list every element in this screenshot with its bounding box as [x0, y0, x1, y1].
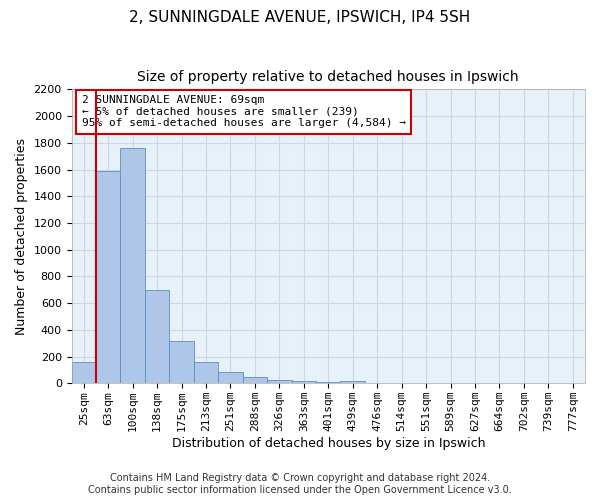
Text: Contains HM Land Registry data © Crown copyright and database right 2024.
Contai: Contains HM Land Registry data © Crown c…: [88, 474, 512, 495]
Bar: [267, 380, 292, 384]
Bar: [145, 290, 169, 384]
Title: Size of property relative to detached houses in Ipswich: Size of property relative to detached ho…: [137, 70, 519, 84]
Y-axis label: Number of detached properties: Number of detached properties: [15, 138, 28, 335]
Bar: [96, 171, 121, 384]
Bar: [121, 148, 145, 384]
Bar: [316, 382, 340, 384]
Bar: [340, 382, 365, 384]
X-axis label: Distribution of detached houses by size in Ipswich: Distribution of detached houses by size …: [172, 437, 485, 450]
Bar: [169, 341, 194, 384]
Bar: [242, 378, 267, 384]
Text: 2 SUNNINGDALE AVENUE: 69sqm
← 5% of detached houses are smaller (239)
95% of sem: 2 SUNNINGDALE AVENUE: 69sqm ← 5% of deta…: [82, 95, 406, 128]
Bar: [194, 362, 218, 384]
Bar: [71, 362, 96, 384]
Text: 2, SUNNINGDALE AVENUE, IPSWICH, IP4 5SH: 2, SUNNINGDALE AVENUE, IPSWICH, IP4 5SH: [130, 10, 470, 25]
Bar: [218, 372, 242, 384]
Bar: [292, 382, 316, 384]
